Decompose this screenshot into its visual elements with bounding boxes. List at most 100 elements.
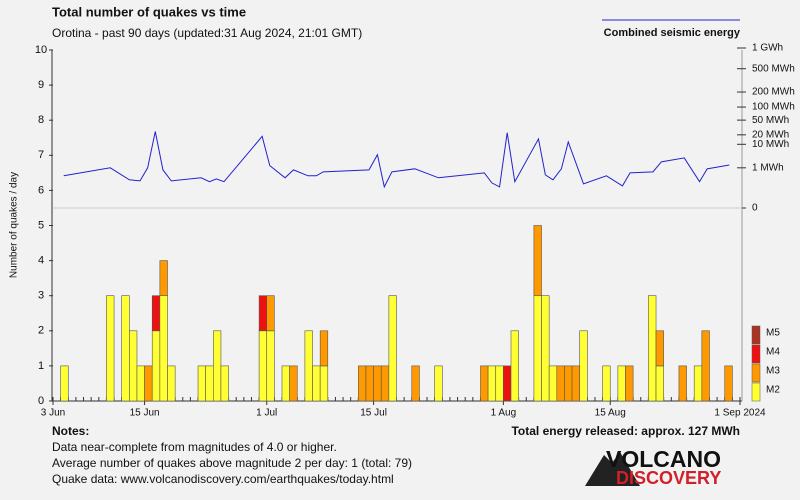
bar-segment [510, 330, 519, 402]
legend-label: M5 [766, 328, 780, 339]
bar-segment [533, 295, 542, 402]
legend-label: M2 [766, 385, 780, 396]
logo-top: VOLCANO [606, 446, 721, 472]
bar-segment [373, 365, 382, 402]
bar-segment [129, 330, 138, 402]
y-tick-label: 2 [38, 325, 44, 337]
x-tick-label: 1 Jul [256, 408, 277, 419]
bar-segment [121, 295, 130, 402]
bar-segment [304, 330, 313, 402]
bar-segment [159, 260, 168, 297]
bar-segment [151, 295, 161, 332]
bar-segment [541, 295, 550, 402]
bar-segment [648, 295, 657, 402]
bar-segment [480, 365, 489, 402]
x-tick-label: 15 Jun [130, 408, 160, 419]
y2-tick-label: 1 GWh [752, 43, 783, 54]
x-tick-label: 15 Jul [360, 408, 387, 419]
y2-tick-label: 50 MWh [752, 115, 789, 126]
bar-segment [503, 365, 512, 402]
bar-segment [106, 295, 115, 402]
bar-segment [220, 365, 229, 402]
bar-segment [205, 365, 214, 402]
total-energy: Total energy released: approx. 127 MWh [511, 424, 740, 438]
legend-label: Combined seismic energy [604, 27, 741, 39]
logo-icon [585, 452, 640, 486]
bar-segment [266, 330, 275, 402]
y2-tick-label: 20 MWh [752, 129, 789, 140]
legend-label: M4 [766, 347, 780, 358]
bar-segment [533, 225, 542, 296]
bar-segment [571, 365, 580, 402]
y-tick-label: 7 [38, 149, 44, 161]
y-tick-label: 5 [38, 219, 44, 231]
bar-segment [625, 365, 634, 402]
y-tick-label: 4 [38, 255, 44, 267]
bar-segment [136, 365, 145, 402]
bar-segment [365, 365, 374, 402]
bar-segment [213, 330, 222, 402]
legend-swatch [751, 363, 761, 383]
bar-segment [701, 330, 710, 402]
bar-segment [579, 330, 588, 402]
bar-segment [266, 295, 275, 332]
bar-segment [358, 365, 367, 402]
bar-segment [289, 365, 298, 402]
notes-title: Notes: [52, 424, 89, 438]
bar-segment [556, 365, 565, 402]
y-tick-label: 8 [38, 114, 44, 126]
bar-segment [319, 365, 329, 402]
bar-segment [281, 365, 290, 402]
bar-segment [151, 330, 161, 402]
note: Data near-complete from magnitudes of 4.… [52, 440, 337, 454]
bar-segment [167, 365, 176, 402]
bar-segment [602, 365, 611, 402]
y-axis-label: Number of quakes / day [9, 172, 20, 278]
x-tick-label: 1 Aug [491, 408, 517, 419]
bar-segment [319, 330, 329, 367]
note: Quake data: www.volcanodiscovery.com/ear… [52, 472, 394, 486]
x-tick-label: 3 Jun [41, 408, 65, 419]
legend-swatch [751, 382, 761, 402]
y-tick-label: 10 [35, 44, 47, 56]
y2-tick-label: 1 MWh [752, 162, 784, 173]
bar-segment [487, 365, 497, 402]
y2-tick-label: 100 MWh [752, 102, 795, 113]
legend-swatch [751, 325, 761, 345]
chart-subtitle: Orotina - past 90 days (updated:31 Aug 2… [52, 26, 362, 40]
legend-swatch [751, 344, 761, 364]
logo-bottom: DISCOVERY [616, 468, 721, 488]
y-tick-label: 9 [38, 79, 44, 91]
bar-segment [495, 365, 504, 402]
y2-tick-label: 10 MWh [752, 139, 789, 150]
bar-segment [655, 365, 664, 402]
bar-segment [388, 295, 397, 402]
bar-segment [434, 365, 443, 402]
x-tick-label: 15 Aug [595, 408, 626, 419]
bar-segment [312, 365, 321, 402]
bar-segment [564, 365, 573, 402]
y-tick-label: 6 [38, 184, 44, 196]
bar-segment [617, 365, 626, 402]
bar-segment [380, 365, 390, 402]
y-tick-label: 1 [38, 360, 44, 372]
y2-tick-label: 0 [752, 203, 758, 214]
y2-tick-label: 200 MWh [752, 87, 795, 98]
legend-label: M3 [766, 366, 780, 377]
x-tick-label: 1 Sep 2024 [714, 408, 766, 419]
note: Average number of quakes above magnitude… [52, 456, 412, 470]
y2-tick-label: 500 MWh [752, 63, 795, 74]
bar-segment [724, 365, 733, 402]
bar-segment [693, 365, 703, 402]
bar-segment [144, 365, 153, 402]
bar-segment [159, 295, 168, 402]
bar-segment [678, 365, 687, 402]
energy-line [63, 131, 730, 189]
y-tick-label: 0 [38, 395, 44, 407]
bar-segment [258, 330, 268, 402]
bar-segment [548, 365, 558, 402]
bar-segment [60, 365, 69, 402]
bar-segment [655, 330, 664, 367]
